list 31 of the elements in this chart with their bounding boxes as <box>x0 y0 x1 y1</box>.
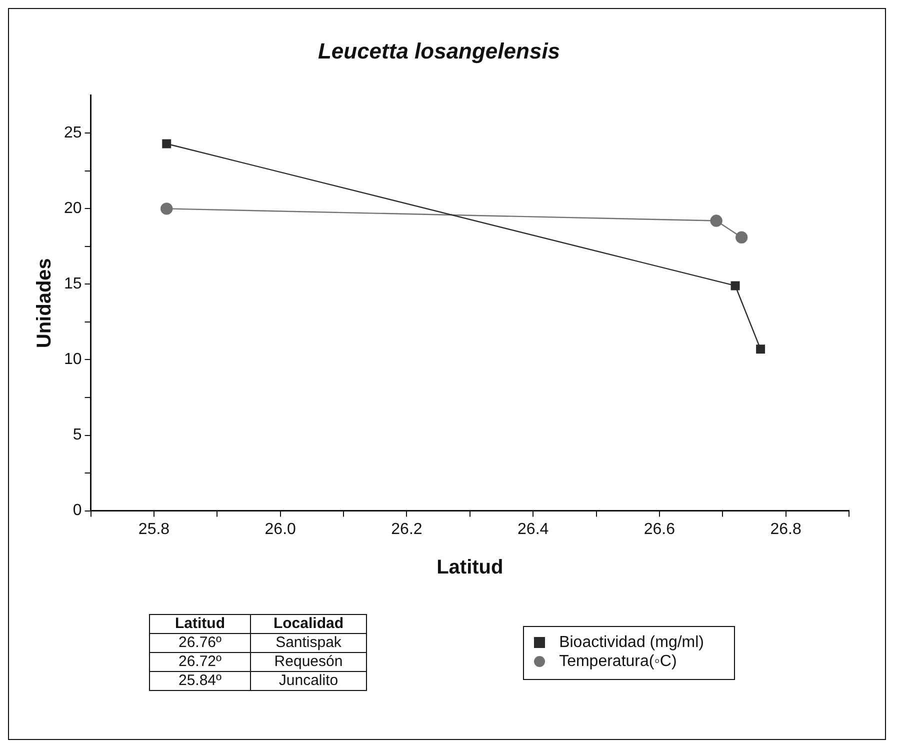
text: Santispak <box>250 634 366 652</box>
y-tick-label: 0 <box>72 502 82 520</box>
x-tick-label: 26.4 <box>518 520 549 538</box>
y-tick-label: 15 <box>64 276 82 293</box>
x-tick-label: 26.8 <box>770 520 802 538</box>
chart-title: Leucetta losangelensis <box>318 38 560 64</box>
text: Requesón <box>250 652 366 672</box>
x-tick-label: 25.8 <box>138 520 170 538</box>
x-axis-title: Latitud <box>436 556 504 579</box>
point <box>730 281 740 290</box>
x-tick-label: 26.2 <box>391 520 422 538</box>
x-tick-label: 26.6 <box>644 520 676 538</box>
text: 25.84º <box>150 672 250 690</box>
x-tick-label: 26.0 <box>264 520 296 538</box>
text: Juncalito <box>250 672 366 690</box>
legend-label: Temperatura(◦C) <box>559 652 677 670</box>
point <box>756 344 766 354</box>
y-tick-label: 20 <box>64 200 82 218</box>
y-tick-label: 25 <box>64 124 82 142</box>
text: 26.72º <box>150 652 250 672</box>
text: 26.76º <box>150 634 250 652</box>
point <box>160 202 173 215</box>
legend-label: Bioactividad (mg/ml) <box>559 634 704 650</box>
y-axis-title: Unidades <box>34 258 56 348</box>
text: Localidad <box>250 614 366 634</box>
text: Latitud <box>150 614 250 634</box>
y-tick-label: 10 <box>64 351 82 368</box>
y-tick-label: 5 <box>72 426 82 444</box>
point <box>162 139 172 148</box>
point <box>735 231 748 244</box>
point <box>710 214 722 227</box>
